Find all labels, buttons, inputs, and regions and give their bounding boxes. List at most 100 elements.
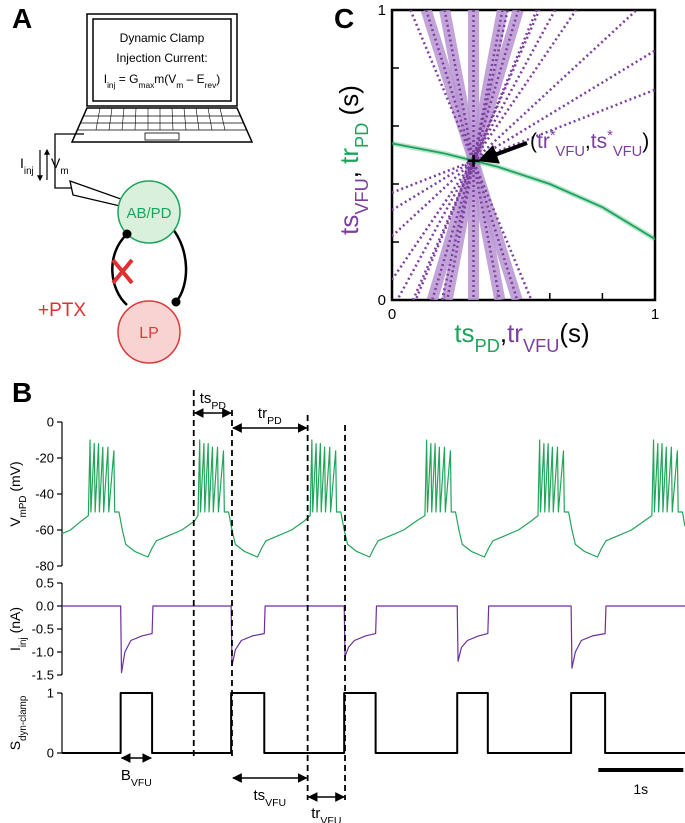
cell-ab-pd [117, 180, 181, 244]
text-part: (s) [559, 318, 589, 348]
text-part: , [585, 130, 591, 153]
text-part: tr [258, 405, 267, 422]
solution-line [396, 10, 557, 300]
text-part: VFU [320, 815, 341, 823]
y-tick-label: -1.5 [32, 668, 54, 683]
text-part: ts [253, 787, 265, 804]
panel-label: B [12, 377, 32, 408]
text-part: m [60, 166, 68, 177]
solution-line [424, 10, 519, 300]
text-part: I [104, 72, 107, 86]
interval-label: trVFU [311, 805, 341, 823]
text-part: = G [115, 72, 138, 86]
cell-label: LP [139, 325, 159, 342]
solution-line [392, 10, 638, 238]
text-part: I [20, 155, 24, 171]
y-tick-label: 0 [378, 292, 386, 309]
screen-text: Injection Current: [116, 51, 207, 65]
y-axis-label: tsVFU, trPD (s) [334, 85, 372, 235]
text-part: PD [267, 415, 282, 427]
wire [54, 133, 84, 189]
text-part: ) [216, 72, 220, 86]
keyboard-keys [95, 107, 226, 131]
text-part: PD [352, 123, 372, 148]
trace [61, 439, 685, 558]
y-tick-label: -80 [35, 559, 54, 574]
current-label: Iinj [20, 155, 34, 177]
text-part: ( [530, 130, 537, 153]
text-part: tr [334, 148, 364, 164]
solution-line [446, 10, 504, 300]
drug-label: +PTX [38, 300, 86, 321]
text-part: VFU [265, 797, 286, 809]
text-part: * [607, 128, 613, 144]
text-part: tr [537, 130, 550, 153]
synapse-dot [122, 229, 132, 239]
purple-lines [392, 10, 655, 300]
y-tick-label: -20 [35, 451, 54, 466]
text-part: VFU [556, 144, 585, 160]
interval-label: trPD [258, 405, 282, 427]
y-tick-label: -0.5 [32, 622, 54, 637]
interval-label: BVFU [121, 767, 152, 789]
text-part: Dynamic Clamp [120, 31, 205, 45]
text-part: , [334, 164, 364, 178]
y-tick-label: 0.5 [36, 576, 54, 591]
screen-text: Iinj = Gmaxm(Vm – Erev) [104, 72, 221, 90]
text-part: inj [24, 166, 34, 177]
voltage-label: Vm [51, 155, 69, 177]
text-part: ts [200, 390, 212, 407]
block-mark [111, 258, 134, 285]
laptop [70, 13, 254, 143]
y-tick-label: 0.0 [36, 599, 54, 614]
fixed-point [467, 154, 480, 167]
text-part: ts [454, 318, 474, 348]
text-part: PD [211, 400, 226, 412]
solution-line [392, 88, 655, 194]
text-part: tr [311, 805, 320, 822]
text-part: ) [642, 130, 649, 153]
y-tick-label: 1 [378, 2, 386, 19]
panel-label: A [12, 3, 32, 34]
text-part: I [7, 647, 23, 651]
text-part: S [7, 741, 23, 750]
text-part: (s) [334, 85, 364, 123]
panel-label: C [334, 3, 354, 34]
text-part: (nA) [7, 607, 23, 637]
text-part: m(V [154, 72, 176, 86]
text-part: mPD [18, 496, 29, 518]
trace [62, 605, 685, 674]
text-part: Injection Current: [116, 51, 207, 65]
synapse-right [171, 227, 188, 303]
x-tick-label: 1 [651, 306, 659, 323]
trace [62, 692, 685, 754]
text-part: m [176, 80, 183, 90]
cell-lp [117, 300, 181, 364]
interval-label: tsPD [200, 390, 227, 412]
y-tick-label: -60 [35, 523, 54, 538]
solution-line [409, 10, 533, 300]
plot-frame [390, 8, 657, 302]
y-tick-label: -40 [35, 487, 54, 502]
y-tick-label: -1.0 [32, 645, 54, 660]
scale-bar-label: 1s [633, 781, 648, 797]
electrode [69, 180, 122, 207]
interval-label: tsVFU [253, 787, 286, 809]
text-part: – E [183, 72, 204, 86]
pd-curve [392, 142, 655, 240]
text-part: ts [591, 130, 607, 153]
y-axis-label: Iinj (nA) [7, 607, 29, 651]
text-part: tr [507, 318, 523, 348]
text-part: V [7, 517, 23, 527]
text-part: inj [107, 80, 116, 90]
y-tick-label: 1 [47, 686, 54, 701]
y-axis-label: Sdyn-clamp [7, 695, 29, 750]
text-part: PD [475, 336, 500, 356]
solution-line [414, 10, 538, 300]
annotation-arrow [477, 141, 528, 164]
text-part: max [138, 80, 155, 90]
text-part: VFU [613, 144, 642, 160]
y-tick-label: 0 [47, 415, 54, 430]
text-part: B [121, 767, 131, 784]
